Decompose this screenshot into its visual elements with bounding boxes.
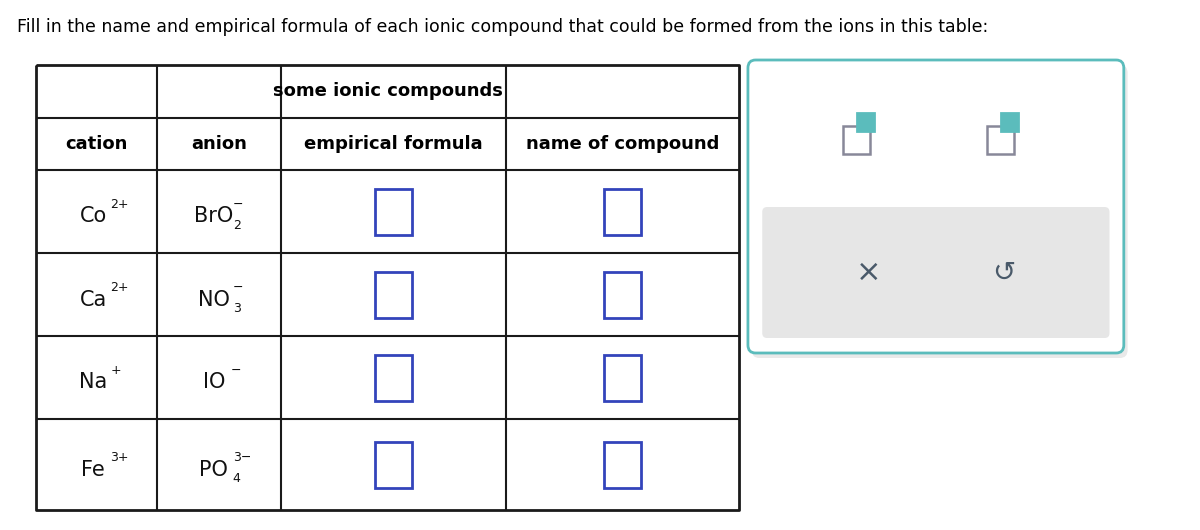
- Bar: [605, 441, 641, 488]
- Bar: [857, 113, 874, 131]
- Bar: [1001, 113, 1018, 131]
- Bar: [605, 355, 641, 401]
- Text: 2: 2: [233, 219, 241, 232]
- Text: BrO: BrO: [194, 207, 233, 226]
- Text: −: −: [233, 281, 244, 294]
- Text: ×: ×: [856, 258, 881, 287]
- Text: NO: NO: [198, 289, 229, 310]
- Text: cation: cation: [66, 135, 128, 153]
- Bar: [605, 271, 641, 317]
- Text: Fill in the name and empirical formula of each ionic compound that could be form: Fill in the name and empirical formula o…: [17, 18, 989, 36]
- Bar: [376, 355, 412, 401]
- Bar: [988, 126, 1014, 154]
- Bar: [376, 189, 412, 234]
- Text: 3: 3: [233, 302, 241, 315]
- FancyBboxPatch shape: [762, 207, 1110, 338]
- Text: anion: anion: [192, 135, 247, 153]
- Text: name of compound: name of compound: [526, 135, 719, 153]
- Bar: [844, 126, 870, 154]
- Text: ↺: ↺: [991, 259, 1015, 287]
- Text: +: +: [110, 364, 121, 377]
- Text: Co: Co: [79, 207, 107, 226]
- Text: empirical formula: empirical formula: [305, 135, 482, 153]
- Text: −: −: [233, 198, 244, 211]
- Text: 2+: 2+: [110, 198, 128, 211]
- Bar: [605, 189, 641, 234]
- Text: Fe: Fe: [82, 460, 104, 480]
- FancyBboxPatch shape: [748, 60, 1124, 353]
- Bar: [376, 441, 412, 488]
- Text: Ca: Ca: [79, 289, 107, 310]
- Text: IO: IO: [203, 373, 224, 393]
- Text: 3−: 3−: [233, 451, 251, 464]
- Text: Na: Na: [79, 373, 107, 393]
- Text: −: −: [230, 364, 241, 377]
- Text: PO: PO: [199, 460, 228, 480]
- FancyBboxPatch shape: [751, 65, 1128, 358]
- Text: 4: 4: [233, 472, 241, 485]
- Text: some ionic compounds: some ionic compounds: [272, 83, 503, 101]
- Bar: [376, 271, 412, 317]
- Text: 2+: 2+: [110, 281, 128, 294]
- Text: 3+: 3+: [110, 451, 128, 464]
